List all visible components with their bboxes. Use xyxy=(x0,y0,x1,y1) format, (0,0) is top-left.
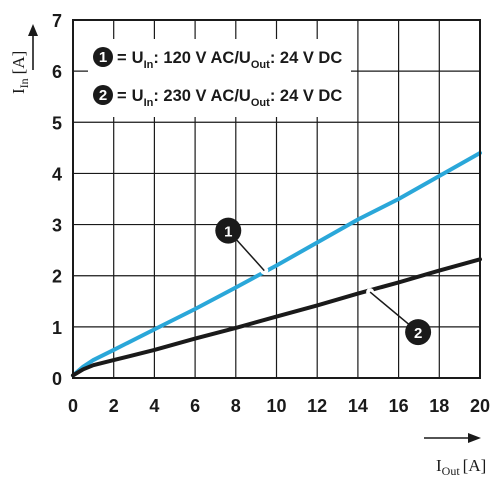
x-axis-label: IOut [A] xyxy=(436,456,486,478)
x-tick-label-18: 18 xyxy=(429,396,449,416)
callout-1: 1 xyxy=(215,217,269,275)
legend-marker-2-label: 2 xyxy=(99,87,107,104)
x-tick-label-2: 2 xyxy=(109,396,119,416)
x-axis-label-unit: [A] xyxy=(463,456,487,475)
x-tick-label-8: 8 xyxy=(231,396,241,416)
y-tick-label-3: 3 xyxy=(52,216,62,236)
callout-label-1: 1 xyxy=(224,224,232,241)
series-line-2 xyxy=(71,257,482,378)
y-tick-label-2: 2 xyxy=(52,267,62,287)
y-axis-arrow-icon xyxy=(28,24,38,70)
legend-box xyxy=(88,39,351,117)
legend-entry-2-text: = UIn: 230 V AC/UOut: 24 V DC xyxy=(117,87,342,109)
callout-marker-2 xyxy=(405,319,432,346)
callout-layer: 12 xyxy=(215,217,432,346)
legend-marker-1 xyxy=(93,47,113,67)
y-tick-label-0: 0 xyxy=(52,369,62,389)
legend-entry-2: 2 = UIn: 230 V AC/UOut: 24 V DC xyxy=(93,85,342,109)
legend: 1 = UIn: 120 V AC/UOut: 24 V DC 2 = UIn: 2… xyxy=(88,39,351,117)
y-axis-label: IIn [A] xyxy=(9,51,31,94)
legend-marker-1-label: 1 xyxy=(99,49,107,66)
y-axis-label-main: I xyxy=(9,88,28,94)
legend-entry-1-text: = UIn: 120 V AC/UOut: 24 V DC xyxy=(117,49,342,71)
plot-frame xyxy=(72,19,481,379)
callout-2: 2 xyxy=(366,288,432,346)
series-line-1 xyxy=(71,151,482,378)
x-tick-label-16: 16 xyxy=(389,396,409,416)
callout-marker-1 xyxy=(215,217,242,244)
y-axis-label-unit: [A] xyxy=(9,51,28,75)
legend-entry-1: 1 = UIn: 120 V AC/UOut: 24 V DC xyxy=(93,47,342,71)
x-tick-label-4: 4 xyxy=(149,396,159,416)
x-tick-label-14: 14 xyxy=(348,396,368,416)
x-tick-label-0: 0 xyxy=(68,396,78,416)
series-layer xyxy=(71,151,482,378)
x-axis-arrow-icon xyxy=(424,433,481,443)
y-tick-label-7: 7 xyxy=(52,11,62,31)
x-tick-label-10: 10 xyxy=(266,396,286,416)
x-axis-label-main: I xyxy=(436,456,442,475)
y-tick-label-4: 4 xyxy=(52,164,62,184)
y-axis-label-sub: In xyxy=(17,78,31,88)
x-tick-label-6: 6 xyxy=(190,396,200,416)
x-axis-label-sub: Out xyxy=(442,464,461,478)
y-tick-labels: 0 1 2 3 4 5 6 7 xyxy=(52,11,62,389)
callout-label-2: 2 xyxy=(414,325,422,342)
x-tick-label-20: 20 xyxy=(470,396,490,416)
y-tick-label-1: 1 xyxy=(52,318,62,338)
y-tick-label-6: 6 xyxy=(52,62,62,82)
x-tick-labels: 0 2 4 6 8 10 12 14 16 18 20 xyxy=(68,396,490,416)
svg-text:IIn[A]: IIn [A] xyxy=(9,51,31,94)
y-tick-label-5: 5 xyxy=(52,113,62,133)
x-tick-label-12: 12 xyxy=(307,396,327,416)
legend-marker-2 xyxy=(93,85,113,105)
